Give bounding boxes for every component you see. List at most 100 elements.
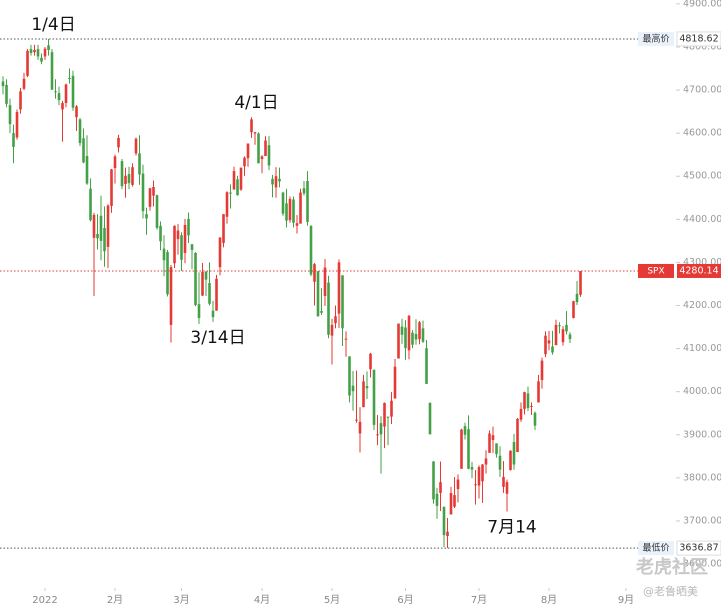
candle-body [400,326,404,335]
candle-body [127,174,131,184]
candle-body [393,366,397,399]
reference-value: 4818.62 [679,33,718,44]
candle-body [264,140,267,156]
candle-body [117,137,120,148]
candle-body [57,93,61,100]
candle-body [82,138,85,163]
candle-body [446,531,449,537]
y-tick-label: 4100.00 [683,343,721,354]
candle-body [218,237,222,268]
candle-body [243,157,246,167]
candle-body [379,423,383,435]
x-tick-label: 4月 [254,594,270,606]
x-tick-label: 5月 [324,594,340,606]
candle-body [43,48,47,57]
candle-body [456,479,460,490]
candle-body [85,155,89,184]
candle-body [152,187,155,196]
candle-body [246,143,250,159]
candle-body [173,225,176,264]
candle-body [124,175,127,184]
candle-body [278,178,281,182]
candle-body [523,392,526,409]
candle-body [428,402,432,435]
candle-body [323,267,327,297]
candle-body [12,133,15,147]
candle-body [383,402,386,427]
candle-body [288,199,292,221]
candle-body [313,264,316,282]
candle-body [505,482,509,494]
candle-body [299,192,302,224]
candle-body [99,215,103,241]
candle-body [131,167,134,185]
candle-body [467,429,470,469]
candle-body [120,161,124,187]
reference-tag: SPX [647,266,664,276]
candle-body [526,393,530,409]
reference-tag-bg [638,541,674,556]
reference-value: 4280.14 [679,265,718,276]
y-tick-label: 3600.00 [683,559,721,570]
y-tick-label: 3700.00 [683,515,721,526]
candle-body [89,188,92,221]
candle-body [141,173,145,212]
candle-body [376,434,379,436]
candle-body [50,52,54,90]
candle-body [421,328,425,342]
y-tick-label: 4300.00 [683,257,721,268]
y-tick-label: 4700.00 [683,85,721,96]
candle-body [253,132,257,134]
candle-body [348,356,351,396]
candle-body [491,435,495,440]
candle-body [309,225,313,275]
candle-body [530,405,533,407]
reference-value-bg [676,31,721,47]
candle-body [148,188,152,207]
reference-value: 3636.87 [679,543,718,554]
x-tick-label: 9月 [618,594,634,606]
candle-body [386,416,390,418]
candle-body [372,369,376,425]
candle-body [565,324,568,332]
y-tick-label: 4500.00 [683,171,721,182]
candle-body [470,467,474,470]
x-tick-label: 6月 [397,594,413,606]
candle-body [579,271,582,295]
candle-body [159,225,162,242]
y-tick-label: 3800.00 [683,472,721,483]
candle-body [271,178,274,185]
candle-body [47,45,50,50]
candle-body [425,348,428,384]
candle-body [155,195,159,228]
candle-body [463,426,467,435]
candle-body [362,381,365,408]
candle-body [96,233,99,239]
candle-body [355,419,358,421]
candle-body [113,156,117,169]
candle-body [285,203,288,221]
candle-body [544,335,547,355]
candle-body [481,464,484,482]
candle-body [19,91,22,110]
candle-body [15,112,19,138]
candle-body [477,467,481,486]
candle-body [162,248,166,261]
candle-body [222,214,225,244]
candle-body [232,171,236,190]
candle-body [302,188,306,194]
candle-body [211,310,215,318]
candle-body [292,199,295,223]
candle-body [190,244,194,250]
candle-body [344,338,348,340]
reference-tag-bg [638,31,674,46]
candle-body [330,324,334,336]
candle-body [547,340,551,344]
candle-body [554,324,558,346]
candle-body [495,443,498,455]
reference-tag: 最高价 [642,32,669,44]
candle-body [365,386,369,389]
candle-body [407,315,411,351]
candle-body [341,275,344,329]
candle-body [418,322,421,340]
